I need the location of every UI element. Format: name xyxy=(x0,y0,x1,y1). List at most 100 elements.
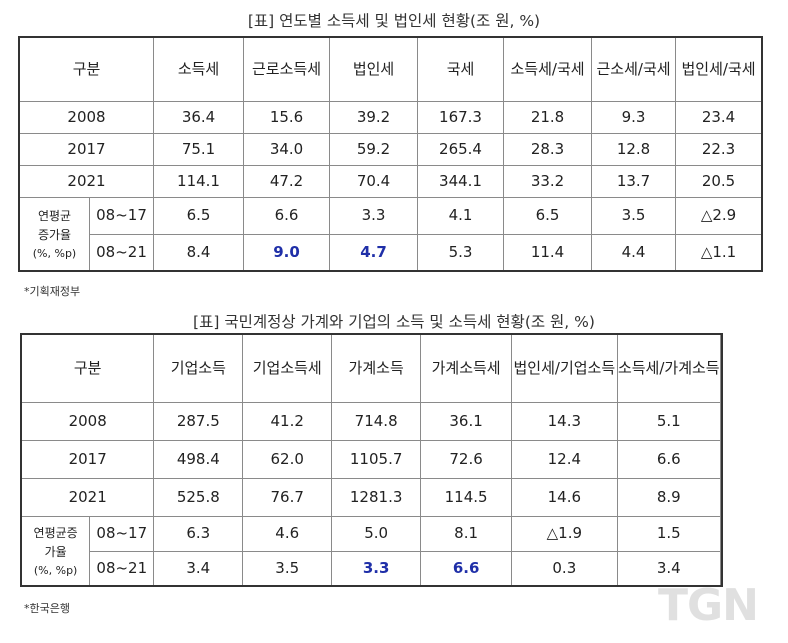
tgn-watermark-logo: TGN xyxy=(658,580,759,631)
value-cell: 4.1 xyxy=(417,197,505,235)
value-cell: 4.7 xyxy=(329,234,419,272)
header-cell: 소득세/가계소득 xyxy=(616,334,722,403)
year-cell: 2021 xyxy=(20,478,155,517)
header-line: 근로소득세 xyxy=(252,59,322,78)
value-cell: 114.1 xyxy=(153,165,245,198)
value-cell: 36.1 xyxy=(420,402,513,441)
value-cell: 75.1 xyxy=(153,133,245,166)
value-cell: 62.0 xyxy=(242,440,333,479)
growth-label-line: 가율 xyxy=(44,544,67,559)
value-cell: 525.8 xyxy=(153,478,244,517)
value-cell: 1281.3 xyxy=(331,478,422,517)
value-cell: △1.9 xyxy=(511,516,618,552)
value-cell: 265.4 xyxy=(417,133,505,166)
value-cell: 8.4 xyxy=(153,234,245,272)
value-cell: 114.5 xyxy=(420,478,513,517)
header-cell: 근로소득세 xyxy=(243,37,331,102)
period-cell: 08~17 xyxy=(89,516,155,552)
value-cell: 3.4 xyxy=(153,551,244,587)
header-cell: 법인세/기업소득 xyxy=(511,334,618,403)
table-row: 2021 114.1 47.2 70.4 344.1 33.2 13.7 20.… xyxy=(18,165,763,198)
highlighted-value: 9.0 xyxy=(273,243,300,262)
value-cell: 1.5 xyxy=(616,516,722,552)
value-cell: 28.3 xyxy=(503,133,593,166)
header-cell: 소득세 xyxy=(153,37,245,102)
value-cell: 12.4 xyxy=(511,440,618,479)
value-cell: 22.3 xyxy=(675,133,763,166)
highlighted-value: 3.3 xyxy=(362,559,390,578)
value-cell: 0.3 xyxy=(511,551,618,587)
header-cell: 근소세/국세 xyxy=(591,37,677,102)
header-cell: 기업소득세 xyxy=(242,334,333,403)
value-cell: 12.8 xyxy=(591,133,677,166)
highlighted-value: 6.6 xyxy=(452,559,480,578)
year-cell: 2017 xyxy=(18,133,155,166)
header-cell: 소득세/국세 xyxy=(503,37,593,102)
value-cell: 15.6 xyxy=(243,101,331,134)
growth-row: 08~21 8.4 9.0 4.7 5.3 11.4 4.4 △1.1 xyxy=(20,234,763,272)
value-cell: 14.6 xyxy=(511,478,618,517)
header-row: 구분 기업소득 기업소득세 가계소득 가계소득세 법인세/기업소득 소득세/가계… xyxy=(20,334,722,403)
value-cell: △1.1 xyxy=(675,234,763,272)
value-cell: 23.4 xyxy=(675,101,763,134)
header-cell: 법인세 xyxy=(329,37,419,102)
value-cell: 6.6 xyxy=(616,440,722,479)
growth-row: 08~21 3.4 3.5 3.3 6.6 0.3 3.4 xyxy=(22,551,722,587)
value-cell: 4.6 xyxy=(242,516,333,552)
income-tax-table: 구분 소득세 근로소득세 법인세 국세 소득세/국세 근소세/국세 법인세/국세… xyxy=(18,37,763,272)
value-cell: 47.2 xyxy=(243,165,331,198)
value-cell: 3.3 xyxy=(331,551,422,587)
value-cell: 344.1 xyxy=(417,165,505,198)
value-cell: 41.2 xyxy=(242,402,333,441)
value-cell: 59.2 xyxy=(329,133,419,166)
header-cell: 구분 xyxy=(20,334,155,403)
value-cell: 36.4 xyxy=(153,101,245,134)
value-cell: 6.6 xyxy=(243,197,331,235)
growth-label-line: (%, %p) xyxy=(33,563,78,577)
value-cell: 6.5 xyxy=(503,197,593,235)
value-cell: 5.3 xyxy=(417,234,505,272)
value-cell: 5.1 xyxy=(616,402,722,441)
header-cell: 구분 xyxy=(18,37,155,102)
growth-label-line: (%, %p) xyxy=(32,246,77,260)
table-row: 2017 498.4 62.0 1105.7 72.6 12.4 6.6 xyxy=(20,440,722,479)
header-cell: 가계소득세 xyxy=(420,334,513,403)
growth-label-cell: 연평균증 가율 (%, %p) xyxy=(20,516,91,587)
growth-label-line: 연평균 xyxy=(37,209,72,224)
table-row: 2008 287.5 41.2 714.8 36.1 14.3 5.1 xyxy=(20,402,722,441)
growth-row: 연평균증 가율 (%, %p) 08~17 6.3 4.6 5.0 8.1 △1… xyxy=(20,516,722,587)
year-cell: 2017 xyxy=(20,440,155,479)
household-corporate-table: 구분 기업소득 기업소득세 가계소득 가계소득세 법인세/기업소득 소득세/가계… xyxy=(20,334,722,587)
value-cell: 6.5 xyxy=(153,197,245,235)
value-cell: 498.4 xyxy=(153,440,244,479)
period-cell: 08~17 xyxy=(88,197,155,235)
value-cell: 34.0 xyxy=(243,133,331,166)
value-cell: 3.3 xyxy=(329,197,419,235)
table1-source: *기획재정부 xyxy=(24,285,81,298)
header-row: 구분 소득세 근로소득세 법인세 국세 소득세/국세 근소세/국세 법인세/국세 xyxy=(18,37,763,102)
value-cell: 9.0 xyxy=(243,234,331,272)
growth-row: 연평균 증가율 (%, %p) 08~17 6.5 6.6 3.3 4.1 6.… xyxy=(19,197,763,272)
growth-label-line: 증가율 xyxy=(37,227,72,242)
value-cell: 14.3 xyxy=(511,402,618,441)
value-cell: 6.3 xyxy=(153,516,244,552)
value-cell: 72.6 xyxy=(420,440,513,479)
header-cell: 국세 xyxy=(417,37,505,102)
value-cell: 4.4 xyxy=(591,234,677,272)
value-cell: 6.6 xyxy=(420,551,513,587)
value-cell: 714.8 xyxy=(331,402,422,441)
value-cell: 9.3 xyxy=(591,101,677,134)
header-cell: 기업소득 xyxy=(153,334,244,403)
value-cell: 20.5 xyxy=(675,165,763,198)
table-row: 2017 75.1 34.0 59.2 265.4 28.3 12.8 22.3 xyxy=(18,133,763,166)
table2-title: [표] 국민계정상 가계와 기업의 소득 및 소득세 현황(조 원, %) xyxy=(193,313,595,331)
value-cell: 3.5 xyxy=(242,551,333,587)
value-cell: 33.2 xyxy=(503,165,593,198)
period-cell: 08~21 xyxy=(89,551,155,587)
value-cell: 8.1 xyxy=(420,516,513,552)
period-cell: 08~21 xyxy=(88,234,155,272)
table-row: 2021 525.8 76.7 1281.3 114.5 14.6 8.9 xyxy=(20,478,722,517)
value-cell: 70.4 xyxy=(329,165,419,198)
year-cell: 2008 xyxy=(20,402,155,441)
highlighted-value: 4.7 xyxy=(360,243,387,262)
